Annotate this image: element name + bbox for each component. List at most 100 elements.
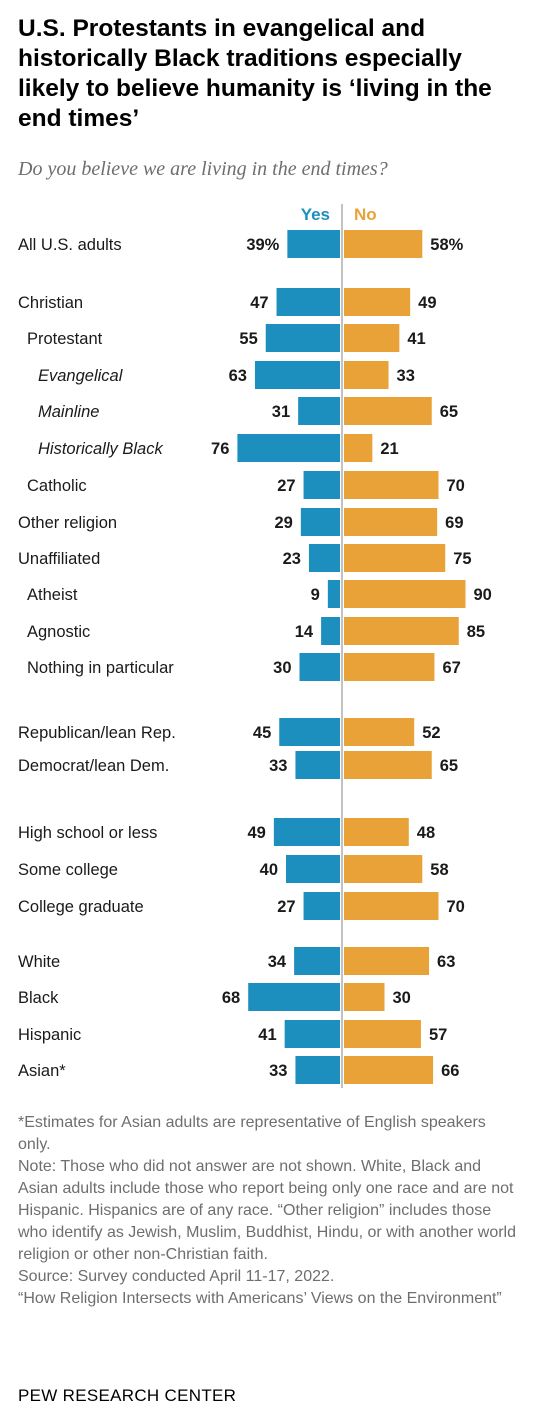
bar-no (344, 892, 439, 920)
bar-yes (294, 947, 340, 975)
row-label: Black (18, 989, 59, 1007)
asian-footnote: *Estimates for Asian adults are represen… (18, 1114, 486, 1153)
value-label-yes: 33 (269, 757, 287, 775)
value-label-no: 69 (445, 514, 463, 532)
bar-no (344, 397, 432, 425)
bar-no (344, 1020, 421, 1048)
row-label: Christian (18, 294, 83, 312)
value-label-no: 90 (474, 586, 492, 604)
value-label-yes: 31 (272, 403, 290, 421)
bar-yes (273, 818, 340, 846)
bar-yes (295, 1056, 340, 1084)
row-label: Democrat/lean Dem. (18, 757, 169, 775)
row-label: High school or less (18, 824, 157, 842)
value-label-no: 33 (397, 367, 415, 385)
row-label: Nothing in particular (27, 659, 174, 677)
value-label-no: 70 (447, 898, 465, 916)
value-label-no: 65 (440, 403, 458, 421)
value-label-no: 48 (417, 824, 435, 842)
diverging-bar-chart: Yes No All U.S. adults 39% 58% Christian 47 49 P… (18, 204, 492, 1088)
value-label-yes: 63 (229, 367, 247, 385)
row-label: Atheist (27, 586, 78, 604)
bar-yes (265, 324, 340, 352)
value-label-yes: 9 (311, 586, 320, 604)
value-label-yes: 55 (239, 330, 257, 348)
value-label-yes: 14 (295, 623, 314, 641)
bar-yes (276, 288, 340, 316)
value-label-yes: 47 (250, 294, 268, 312)
value-label-no: 41 (407, 330, 425, 348)
bar-yes (286, 855, 340, 883)
bar-yes (287, 230, 340, 258)
row-label: College graduate (18, 898, 144, 916)
bar-no (344, 983, 385, 1011)
value-label-no: 70 (447, 477, 465, 495)
bar-yes (321, 617, 340, 645)
value-label-no: 75 (453, 550, 471, 568)
row-label: Other religion (18, 514, 117, 532)
value-label-yes: 76 (211, 440, 229, 458)
legend-no: No (354, 205, 377, 224)
value-label-no: 85 (467, 623, 485, 641)
row-label: Evangelical (38, 367, 124, 385)
value-label-no: 57 (429, 1026, 447, 1044)
bar-no (344, 1056, 434, 1084)
pew-research-center-logo: PEW RESEARCH CENTER (18, 1386, 237, 1405)
value-label-yes: 68 (222, 989, 240, 1007)
bar-yes (284, 1020, 340, 1048)
row-label: Asian* (18, 1062, 66, 1080)
bar-no (344, 653, 435, 681)
value-label-no: 58 (430, 861, 448, 879)
bar-no (344, 324, 400, 352)
row-label: Republican/lean Rep. (18, 724, 176, 742)
row-label: Protestant (27, 330, 103, 348)
bar-no (344, 471, 439, 499)
row-label: Agnostic (27, 623, 90, 641)
value-label-no: 67 (442, 659, 460, 677)
note-text: Note: Those who did not answer are not s… (18, 1158, 516, 1263)
value-label-yes: 27 (277, 898, 295, 916)
value-label-yes: 34 (268, 953, 287, 971)
value-label-no: 52 (422, 724, 440, 742)
value-label-no: 65 (440, 757, 458, 775)
value-label-yes: 49 (247, 824, 265, 842)
bar-yes (300, 508, 340, 536)
bar-yes (303, 892, 340, 920)
value-label-yes: 30 (273, 659, 291, 677)
value-label-yes: 23 (283, 550, 301, 568)
bar-yes (299, 653, 340, 681)
legend-yes: Yes (301, 205, 330, 224)
row-label: White (18, 953, 60, 971)
bar-yes (248, 983, 340, 1011)
bar-no (344, 230, 423, 258)
value-label-no: 21 (380, 440, 398, 458)
bar-no (344, 751, 432, 779)
report-title: “How Religion Intersects with Americans’… (18, 1290, 502, 1307)
value-label-no: 63 (437, 953, 455, 971)
bar-no (344, 617, 459, 645)
value-label-yes: 41 (258, 1026, 276, 1044)
bar-no (344, 361, 389, 389)
bar-yes (237, 434, 340, 462)
bar-yes (254, 361, 340, 389)
chart-notes: *Estimates for Asian adults are represen… (18, 1112, 518, 1310)
row-label: Unaffiliated (18, 550, 100, 568)
value-label-no: 49 (418, 294, 436, 312)
bar-no (344, 544, 446, 572)
chart-subtitle: Do you believe we are living in the end … (18, 158, 388, 180)
value-label-no: 30 (393, 989, 411, 1007)
bar-no (344, 434, 373, 462)
value-label-no: 58% (430, 236, 463, 254)
value-label-yes: 33 (269, 1062, 287, 1080)
value-label-yes: 29 (274, 514, 292, 532)
row-label: Hispanic (18, 1026, 81, 1044)
value-label-yes: 40 (260, 861, 278, 879)
bar-no (344, 580, 466, 608)
value-label-no: 66 (441, 1062, 459, 1080)
row-label: Catholic (27, 477, 87, 495)
row-label: All U.S. adults (18, 236, 122, 254)
bar-yes (295, 751, 340, 779)
bar-no (344, 288, 411, 316)
bar-yes (308, 544, 340, 572)
row-label: Mainline (38, 403, 99, 421)
